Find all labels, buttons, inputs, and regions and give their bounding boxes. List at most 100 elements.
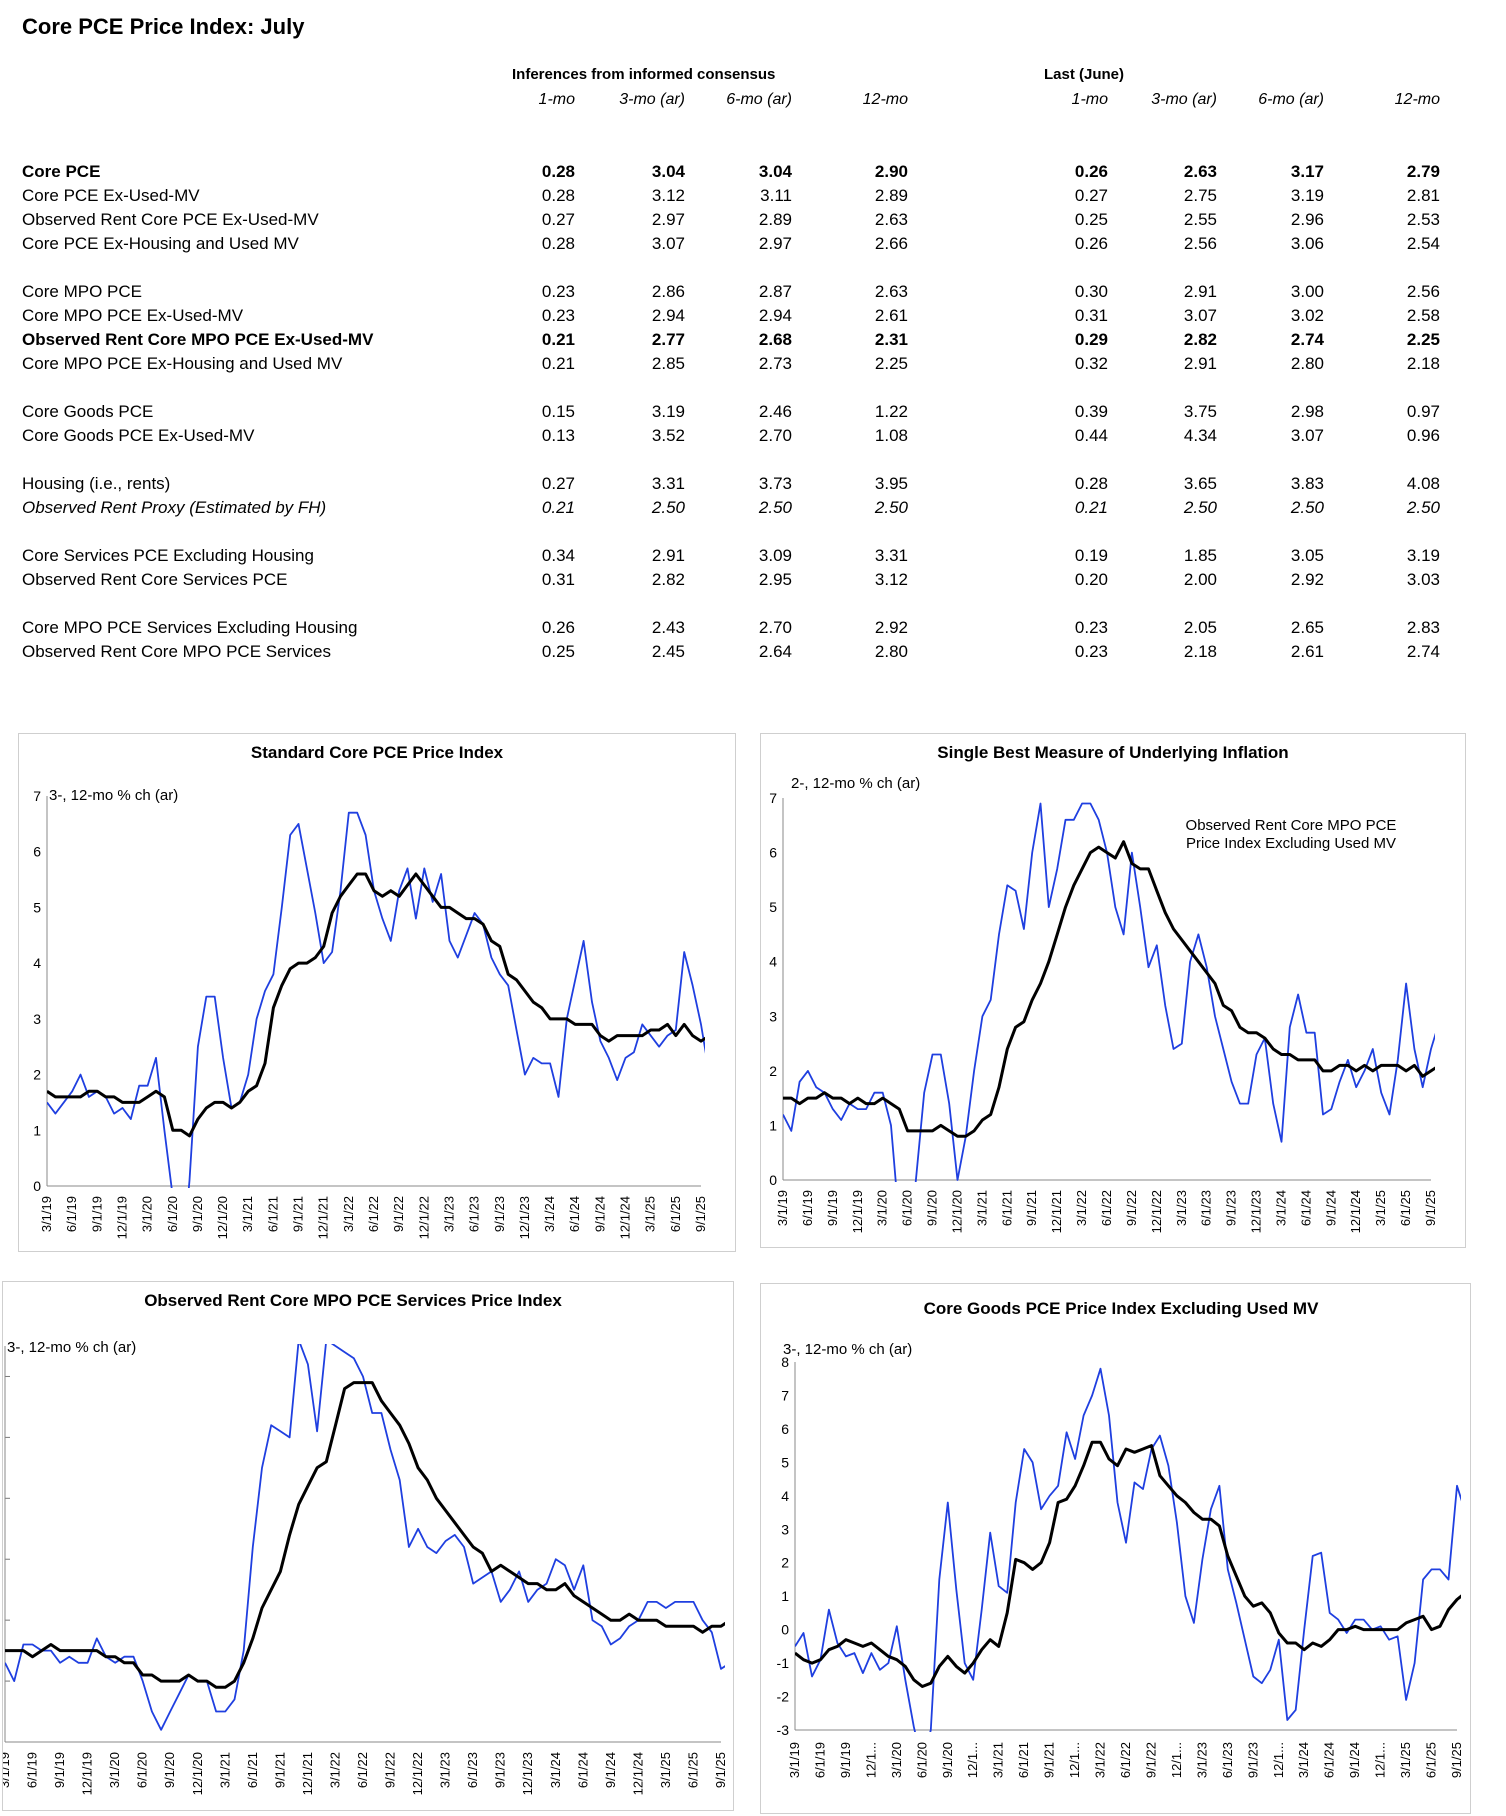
table-cell: 0.19 <box>1074 546 1108 565</box>
table-cell: 0.28 <box>541 234 575 253</box>
x-tick-label: 3/1/23 <box>441 1196 456 1232</box>
table-cell: 0.26 <box>1074 162 1108 181</box>
table-cell: 3.09 <box>758 546 792 565</box>
x-tick-label: 6/1/23 <box>465 1752 480 1788</box>
chart-panel-observed-rent-services: Observed Rent Core MPO PCE Services Pric… <box>2 1281 734 1811</box>
x-tick-label: 12/1/22 <box>410 1752 425 1795</box>
table-cell: 2.55 <box>1183 210 1217 229</box>
table-cell: 2.80 <box>874 642 908 661</box>
table-cell: 0.97 <box>1406 402 1440 421</box>
x-tick-label: 6/1/24 <box>1298 1190 1313 1226</box>
table-cell: 2.25 <box>1406 330 1440 349</box>
y-tick-label: 7 <box>769 790 777 806</box>
x-tick-label: 9/1/24 <box>1323 1190 1338 1226</box>
x-tick-label: 6/1/21 <box>999 1190 1014 1226</box>
x-tick-label: 6/1/25 <box>1424 1742 1439 1778</box>
chart-observed-rent-services: Observed Rent Core MPO PCE Services Pric… <box>3 1291 728 1795</box>
x-tick-label: 12/1/24 <box>1348 1190 1363 1233</box>
table-cell: 2.18 <box>1406 354 1440 373</box>
y-axis-label: 3-, 12-mo % ch (ar) <box>49 787 178 804</box>
table-cell: 0.28 <box>541 162 575 181</box>
table-cell: 2.63 <box>874 282 908 301</box>
table-cell: 0.27 <box>541 474 575 493</box>
table-cell: 2.79 <box>1406 162 1440 181</box>
table-cell: 2.56 <box>1183 234 1217 253</box>
table-cell: 2.05 <box>1183 618 1217 637</box>
x-tick-label: 12/1... <box>1067 1742 1082 1778</box>
table-cell: 2.56 <box>1406 282 1440 301</box>
x-tick-label: 6/1/22 <box>355 1752 370 1788</box>
x-tick-label: 6/1/19 <box>64 1196 79 1232</box>
y-tick-label: 4 <box>33 955 41 971</box>
chart-title: Core Goods PCE Price Index Excluding Use… <box>924 1299 1320 1318</box>
x-tick-label: 6/1/22 <box>366 1196 381 1232</box>
table-cell: 2.64 <box>758 642 792 661</box>
x-tick-label: 3/1/23 <box>438 1752 453 1788</box>
table-cell: 2.63 <box>1183 162 1217 181</box>
x-tick-label: 6/1/24 <box>575 1752 590 1788</box>
table-row: Observed Rent Core PCE Ex-Used-MV 0.27 2.9… <box>0 210 1506 234</box>
x-tick-label: 9/1/19 <box>52 1752 67 1788</box>
table-row: Core PCE Ex-Used-MV 0.28 3.12 3.11 2.89 0.27 2… <box>0 186 1506 210</box>
series-line-1 <box>783 840 1435 1138</box>
x-tick-label: 9/1/22 <box>391 1196 406 1232</box>
table-cell: 2.95 <box>758 570 792 589</box>
y-tick-label: 1 <box>781 1588 789 1604</box>
row-label: Observed Rent Proxy (Estimated by FH) <box>22 498 327 517</box>
y-tick-label: 7 <box>33 788 41 804</box>
series-line-0 <box>47 811 705 1188</box>
x-tick-label: 3/1/24 <box>548 1752 563 1788</box>
table-cell: 2.68 <box>758 330 792 349</box>
x-tick-label: 3/1/25 <box>643 1196 658 1232</box>
x-tick-label: 9/1/22 <box>383 1752 398 1788</box>
table-cell: 3.07 <box>651 234 685 253</box>
table-cell: 2.50 <box>1406 498 1440 517</box>
column-header-0: 1-mo <box>538 91 575 108</box>
table-cell: 2.91 <box>1183 354 1217 373</box>
row-label: Core PCE Ex-Housing and Used MV <box>22 234 299 253</box>
table-row: Core MPO PCE Services Excluding Housing 0… <box>0 618 1506 642</box>
table-row: Core MPO PCE 0.23 2.86 2.87 2.63 0.30 2.91 3.00… <box>0 282 1506 306</box>
x-tick-label: 6/1/20 <box>165 1196 180 1232</box>
column-header-1: 3-mo (ar) <box>619 91 685 108</box>
chart-title: Single Best Measure of Underlying Inflat… <box>937 743 1288 762</box>
x-tick-label: 3/1/21 <box>991 1742 1006 1778</box>
x-tick-label: 9/1/23 <box>493 1752 508 1788</box>
y-tick-label: 7 <box>781 1387 789 1403</box>
table-cell: 2.87 <box>758 282 792 301</box>
row-label: Observed Rent Core Services PCE <box>22 570 288 589</box>
table-cell: 2.89 <box>874 186 908 205</box>
y-tick-label: -1 <box>777 1655 790 1671</box>
y-tick-label: 5 <box>769 899 777 915</box>
table-cell: 2.97 <box>651 210 685 229</box>
table-cell: 3.31 <box>651 474 685 493</box>
table-cell: 3.19 <box>1290 186 1324 205</box>
x-tick-label: 12/1/23 <box>517 1196 532 1239</box>
x-tick-label: 9/1/25 <box>1449 1742 1464 1778</box>
x-tick-label: 3/1/21 <box>240 1196 255 1232</box>
table-cell: 2.98 <box>1290 402 1324 421</box>
x-tick-label: 6/1/25 <box>685 1752 700 1788</box>
table-cell: 2.77 <box>651 330 685 349</box>
x-tick-label: 9/1/23 <box>492 1196 507 1232</box>
y-tick-label: 3 <box>33 1011 41 1027</box>
x-tick-label: 12/1/22 <box>416 1196 431 1239</box>
table-cell: 0.96 <box>1406 426 1440 445</box>
table-cell: 2.90 <box>874 162 908 181</box>
table-cell: 2.70 <box>758 426 792 445</box>
table-cell: 2.50 <box>651 498 685 517</box>
x-tick-label: 3/1/24 <box>1273 1190 1288 1226</box>
x-tick-label: 6/1/25 <box>1398 1190 1413 1226</box>
x-tick-label: 3/1/19 <box>3 1752 12 1788</box>
table-cell: 2.94 <box>758 306 792 325</box>
x-tick-label: 3/1/23 <box>1174 1190 1189 1226</box>
x-tick-label: 9/1/19 <box>838 1742 853 1778</box>
x-tick-label: 12/1/24 <box>618 1196 633 1239</box>
table-row: Housing (i.e., rents) 0.27 3.31 3.73 3.95 0.2… <box>0 474 1506 498</box>
y-tick-label: 6 <box>769 845 777 861</box>
x-tick-label: 9/1/24 <box>1347 1742 1362 1778</box>
chart-panel-single-best-measure: Single Best Measure of Underlying Inflat… <box>760 733 1466 1248</box>
table-cell: 2.73 <box>758 354 792 373</box>
table-cell: 2.82 <box>1183 330 1217 349</box>
x-tick-label: 9/1/22 <box>1143 1742 1158 1778</box>
